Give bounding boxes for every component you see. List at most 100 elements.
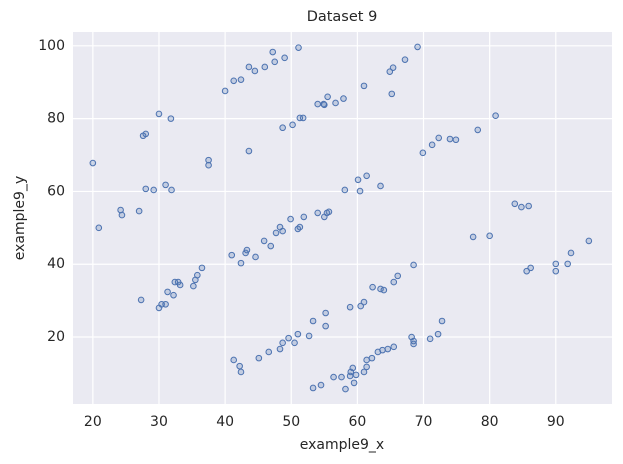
point (390, 278, 398, 286)
point (170, 291, 177, 299)
point (168, 186, 175, 194)
point (276, 345, 284, 353)
point (363, 363, 370, 371)
point (295, 44, 302, 51)
point (314, 100, 321, 108)
point (388, 90, 396, 98)
point (394, 272, 402, 280)
point (368, 354, 376, 362)
point (360, 82, 368, 90)
x-axis-label: example9_x (300, 437, 384, 453)
point (363, 356, 370, 364)
point (369, 283, 376, 291)
y-axis-label: example9_y (12, 176, 28, 260)
point (269, 48, 277, 56)
point (321, 101, 328, 109)
x-tick-label: 40 (216, 414, 234, 430)
point (435, 134, 443, 142)
point (419, 149, 427, 157)
point (350, 379, 358, 387)
point (167, 115, 175, 122)
point (279, 124, 286, 132)
x-tick-label: 70 (415, 414, 433, 430)
point (552, 267, 560, 275)
point (330, 373, 337, 381)
point (352, 371, 360, 379)
point (135, 207, 143, 215)
point (285, 334, 292, 342)
point (162, 181, 169, 189)
point (414, 43, 421, 51)
x-tick-label: 90 (547, 414, 565, 430)
point (384, 345, 392, 353)
point (377, 182, 384, 190)
x-tick-label: 20 (84, 414, 102, 430)
point (260, 237, 268, 245)
point (518, 203, 525, 211)
point (426, 335, 434, 343)
point (349, 364, 357, 372)
point (236, 362, 243, 370)
point (243, 246, 251, 254)
point (309, 384, 317, 392)
point (354, 176, 362, 184)
point (299, 114, 307, 122)
point (245, 63, 253, 71)
point (363, 172, 370, 180)
x-tick-label: 80 (481, 414, 499, 430)
point (291, 339, 298, 347)
point (162, 300, 169, 308)
point (237, 368, 245, 376)
point (527, 264, 534, 272)
point (89, 159, 97, 167)
point (322, 309, 329, 317)
point (171, 278, 179, 286)
point (342, 385, 349, 393)
point (198, 264, 206, 272)
point (338, 373, 345, 381)
point (525, 202, 532, 210)
point (255, 354, 263, 362)
point (486, 232, 493, 240)
point (492, 112, 499, 120)
point (564, 260, 571, 268)
point (356, 187, 364, 195)
point (410, 340, 417, 348)
point (390, 343, 398, 351)
point (271, 58, 279, 66)
point (314, 209, 321, 217)
point (194, 271, 201, 279)
point (155, 110, 163, 118)
point (261, 63, 269, 71)
point (325, 208, 333, 216)
point (281, 54, 288, 62)
point (401, 56, 409, 63)
point (279, 339, 286, 347)
point (389, 64, 397, 71)
point (287, 215, 294, 223)
point (324, 93, 331, 101)
point (205, 156, 212, 164)
x-tick-label: 30 (150, 414, 168, 430)
point (360, 368, 368, 376)
point (452, 136, 460, 144)
point (142, 130, 150, 138)
point (237, 259, 245, 267)
point (190, 282, 197, 290)
point (251, 67, 259, 75)
point (228, 251, 236, 259)
point (567, 249, 575, 257)
point (252, 253, 259, 261)
point (340, 95, 347, 102)
point (511, 200, 519, 208)
point (438, 317, 446, 325)
point (380, 286, 388, 294)
point (379, 346, 386, 354)
y-tick-label: 100 (38, 38, 65, 54)
point (118, 211, 126, 219)
point (360, 298, 368, 306)
point (296, 223, 304, 231)
plot-area (73, 32, 612, 404)
point (289, 121, 296, 129)
